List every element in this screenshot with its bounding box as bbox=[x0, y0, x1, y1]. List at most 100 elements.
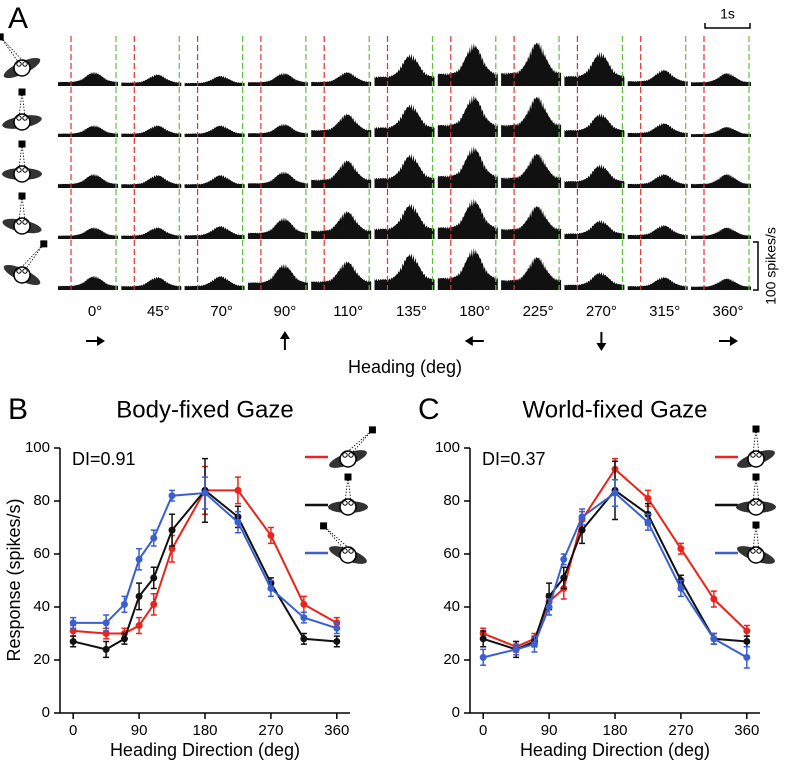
data-point bbox=[168, 526, 176, 534]
psth-histogram bbox=[58, 125, 118, 137]
psth-histogram bbox=[247, 263, 308, 290]
icon-head bbox=[13, 113, 31, 131]
data-point bbox=[69, 619, 77, 627]
y-tick-label: 0 bbox=[452, 704, 460, 721]
psth-histogram bbox=[627, 173, 688, 188]
data-point bbox=[710, 635, 718, 643]
x-tick-label: 90 bbox=[131, 722, 148, 739]
icon-gaze bbox=[0, 36, 20, 64]
psth-histogram bbox=[374, 153, 435, 188]
icon-target bbox=[0, 33, 4, 41]
icon-eye bbox=[22, 219, 28, 225]
icon-gaze bbox=[323, 525, 352, 551]
icon-head bbox=[339, 498, 357, 516]
psth-histogram bbox=[374, 203, 435, 239]
psth-histogram bbox=[501, 96, 562, 137]
y-tick-label: 40 bbox=[443, 598, 460, 615]
icon-gaze bbox=[21, 143, 26, 170]
icon-eye bbox=[750, 452, 756, 458]
data-point bbox=[545, 603, 553, 611]
data-point bbox=[120, 600, 128, 608]
icon-gaze bbox=[755, 476, 760, 503]
icon-eye bbox=[22, 115, 28, 121]
icon-target bbox=[320, 522, 328, 530]
psth-histogram bbox=[121, 227, 182, 239]
data-point bbox=[135, 592, 143, 600]
x-tick-label: 180 bbox=[192, 722, 217, 739]
icon-eye bbox=[750, 548, 756, 554]
icon-gaze bbox=[755, 524, 760, 551]
data-point bbox=[644, 494, 652, 502]
data-point bbox=[512, 645, 520, 653]
icon-gaze bbox=[0, 36, 26, 64]
data-point bbox=[479, 635, 487, 643]
psth-histogram bbox=[58, 173, 118, 188]
y-tick-label: 20 bbox=[443, 651, 460, 668]
icon-gaze bbox=[18, 91, 23, 118]
heading-arrow bbox=[86, 336, 105, 346]
icon-eye bbox=[16, 61, 22, 67]
data-point bbox=[150, 574, 158, 582]
icon-gaze bbox=[24, 243, 45, 271]
icon-target bbox=[18, 140, 26, 148]
heading-label: 180° bbox=[459, 303, 490, 320]
psth-histogram bbox=[564, 271, 625, 290]
data-point bbox=[578, 513, 586, 521]
icon-eye bbox=[22, 268, 28, 274]
icon-eye bbox=[756, 452, 762, 458]
x-axis-label: Heading (deg) bbox=[348, 357, 462, 377]
psth-histogram bbox=[58, 227, 118, 239]
psth-histogram bbox=[437, 247, 498, 290]
data-point bbox=[168, 545, 176, 553]
data-point bbox=[150, 534, 158, 542]
psth-histogram bbox=[501, 257, 562, 290]
monkey-icon bbox=[737, 425, 775, 468]
x-axis-label: Heading Direction (deg) bbox=[110, 740, 300, 760]
data-point bbox=[479, 653, 487, 661]
x-tick-label: 270 bbox=[258, 722, 283, 739]
data-point bbox=[69, 627, 77, 635]
psth-histogram bbox=[311, 113, 372, 137]
arrow-head bbox=[279, 331, 290, 339]
data-point bbox=[677, 584, 685, 592]
data-point bbox=[644, 518, 652, 526]
icon-gaze bbox=[323, 525, 346, 551]
psth-histogram bbox=[501, 153, 562, 188]
x-tick-label: 0 bbox=[69, 722, 77, 739]
heading-arrow bbox=[596, 332, 607, 351]
heading-label: 45° bbox=[147, 303, 170, 320]
y-tick-label: 60 bbox=[33, 545, 50, 562]
y-tick-label: 60 bbox=[443, 545, 460, 562]
icon-eye bbox=[16, 115, 22, 121]
x-tick-label: 360 bbox=[324, 722, 349, 739]
psth-histogram bbox=[691, 227, 751, 239]
arrow-head bbox=[596, 343, 607, 351]
psth-histogram bbox=[121, 174, 182, 188]
data-point bbox=[201, 489, 209, 497]
psth-histogram bbox=[564, 113, 625, 137]
data-point bbox=[530, 640, 538, 648]
psth-histogram bbox=[247, 217, 308, 239]
psth-histogram bbox=[184, 174, 245, 188]
data-point bbox=[710, 595, 718, 603]
icon-head bbox=[13, 59, 31, 77]
heading-arrow bbox=[279, 331, 290, 350]
data-point bbox=[560, 555, 568, 563]
icon-head bbox=[13, 266, 31, 284]
icon-head bbox=[747, 546, 765, 564]
heading-label: 90° bbox=[274, 303, 297, 320]
psth-histogram bbox=[564, 51, 625, 86]
x-tick-label: 180 bbox=[602, 722, 627, 739]
psth-histogram bbox=[311, 260, 372, 290]
psth-histogram bbox=[691, 174, 751, 188]
icon-eye bbox=[348, 548, 354, 554]
psth-histogram bbox=[437, 43, 498, 86]
monkey-icon bbox=[736, 473, 776, 516]
panel-letter: C bbox=[418, 393, 440, 426]
icon-target bbox=[18, 192, 26, 200]
icon-eye bbox=[348, 500, 354, 506]
x-tick-label: 90 bbox=[541, 722, 558, 739]
icon-head bbox=[13, 165, 31, 183]
psth-histogram bbox=[691, 126, 751, 137]
data-point bbox=[611, 489, 619, 497]
